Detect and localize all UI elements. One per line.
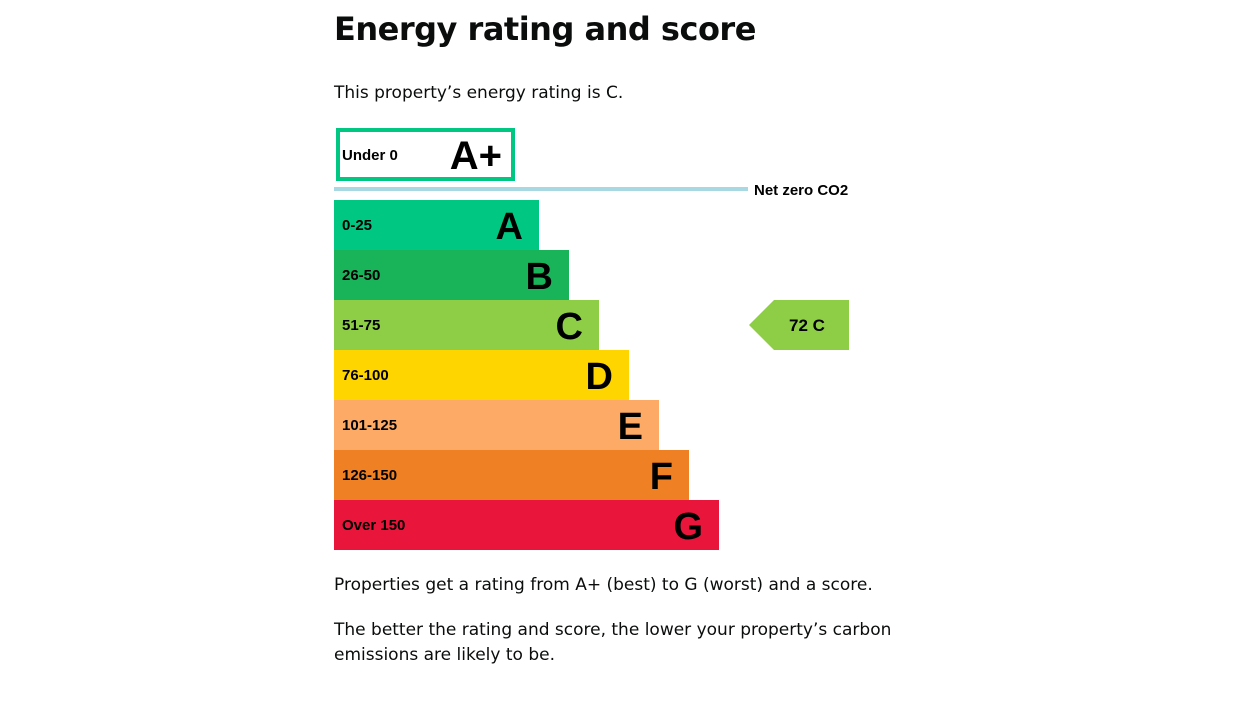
- band-letter: A+: [450, 134, 502, 178]
- band-range-label: 101-125: [342, 417, 397, 434]
- band-range-label: 0-25: [342, 217, 372, 234]
- net-zero-label: Net zero CO2: [754, 182, 848, 199]
- band-f: [334, 450, 689, 500]
- band-letter: D: [586, 356, 613, 398]
- band-letter: C: [556, 306, 583, 348]
- band-a-plus: [336, 128, 515, 181]
- band-range-label: 26-50: [342, 267, 380, 284]
- band-g: [334, 500, 719, 550]
- band-e: [334, 400, 659, 450]
- current-rating-label: 72 C: [789, 316, 825, 335]
- band-c: [334, 300, 599, 350]
- band-letter: B: [526, 256, 553, 298]
- band-a: [334, 200, 539, 250]
- band-letter: G: [673, 506, 703, 548]
- band-range-label: 126-150: [342, 467, 397, 484]
- page-title: Energy rating and score: [334, 10, 756, 48]
- current-rating-arrow: [749, 300, 849, 350]
- band-range-label: 76-100: [342, 367, 389, 384]
- band-b: [334, 250, 569, 300]
- band-range-label: Over 150: [342, 517, 405, 534]
- rating-explanation: Properties get a rating from A+ (best) t…: [334, 575, 873, 595]
- band-letter: E: [618, 406, 643, 448]
- carbon-explanation: The better the rating and score, the low…: [334, 620, 892, 665]
- band-range-label: Under 0: [342, 147, 398, 164]
- band-range-label: 51-75: [342, 317, 380, 334]
- band-letter: F: [650, 456, 673, 498]
- rating-summary: This property’s energy rating is C.: [334, 83, 624, 103]
- band-letter: A: [496, 206, 523, 248]
- band-d: [334, 350, 629, 400]
